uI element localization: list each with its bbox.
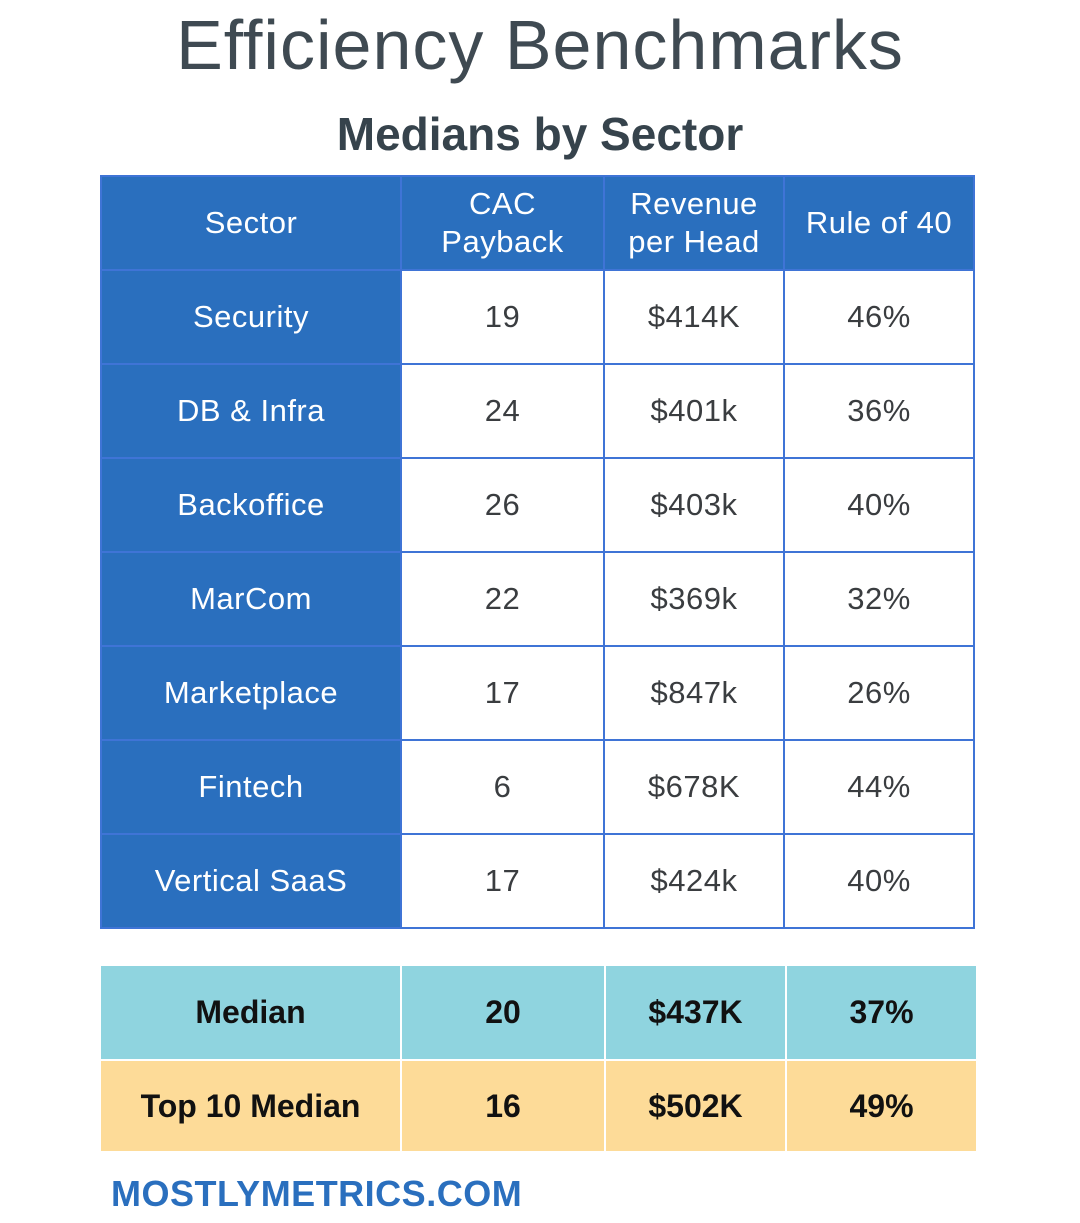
cell-rule-of-40: 32% [783,551,975,647]
top-10-median-row-cell-rule-of-40: 49% [786,1059,976,1151]
cell-revenue-per-head: $403k [603,457,785,553]
table-row: Vertical SaaS 17 $424k 40% [100,833,975,929]
page-subtitle: Medians by Sector [336,108,744,160]
cell-rule-of-40: 26% [783,645,975,741]
table-row: Marketplace 17 $847k 26% [100,645,975,741]
cell-rule-of-40: 46% [783,269,975,365]
cell-sector: Marketplace [100,645,402,741]
table-row: DB & Infra 24 $401k 36% [100,363,975,459]
top-10-median-row-cell-sector: Top 10 Median [101,1059,402,1151]
cell-cac-payback: 24 [400,363,605,459]
cell-sector: Fintech [100,739,402,835]
cell-rule-of-40: 36% [783,363,975,459]
cell-cac-payback: 17 [400,645,605,741]
column-header-sector: Sector [100,175,402,271]
median-row-cell-cac-payback: 20 [401,966,606,1060]
cell-sector: Backoffice [100,457,402,553]
cell-sector: Security [100,269,402,365]
column-header-revenue-per-head: Revenue per Head [603,175,785,271]
table-header-row: Sector CAC Payback Revenue per Head Rule o… [100,175,975,271]
table-body: Security 19 $414K 46% DB & Infra 24 $401k 36% Ba… [100,269,975,929]
column-header-revenue-per-head-label: Revenue per Head [628,186,760,259]
cell-revenue-per-head: $678K [603,739,785,835]
median-row: Median 20 $437K 37% [101,966,976,1060]
table-row: MarCom 22 $369k 32% [100,551,975,647]
cell-cac-payback: 17 [400,833,605,929]
page-title: Efficiency Benchmarks [176,6,904,84]
benchmark-table: Sector CAC Payback Revenue per Head Rule o… [100,175,975,929]
cell-rule-of-40: 40% [783,457,975,553]
top-10-median-row-cell-revenue-per-head: $502K [605,1059,787,1151]
column-header-cac-payback-label: CAC Payback [441,186,564,259]
table-row: Fintech 6 $678K 44% [100,739,975,835]
cell-cac-payback: 22 [400,551,605,647]
column-header-cac-payback: CAC Payback [400,175,605,271]
cell-cac-payback: 19 [400,269,605,365]
column-header-rule-of-40: Rule of 40 [783,175,975,271]
table-row: Backoffice 26 $403k 40% [100,457,975,553]
cell-rule-of-40: 40% [783,833,975,929]
median-row-cell-rule-of-40: 37% [786,966,976,1060]
cell-sector: MarCom [100,551,402,647]
summary-table: Median 20 $437K 37% Top 10 Median 16 $502K 49% [101,966,976,1151]
cell-rule-of-40: 44% [783,739,975,835]
summary-body: Median 20 $437K 37% Top 10 Median 16 $502K 49% [101,966,976,1151]
cell-sector: Vertical SaaS [100,833,402,929]
top-10-median-row-cell-cac-payback: 16 [401,1059,606,1151]
cell-revenue-per-head: $401k [603,363,785,459]
footer-site-link[interactable]: MOSTLYMETRICS.COM [111,1173,523,1214]
cell-revenue-per-head: $424k [603,833,785,929]
table-row: Security 19 $414K 46% [100,269,975,365]
cell-cac-payback: 26 [400,457,605,553]
cell-revenue-per-head: $369k [603,551,785,647]
median-row-cell-revenue-per-head: $437K [605,966,787,1060]
top-10-median-row: Top 10 Median 16 $502K 49% [101,1059,976,1151]
cell-revenue-per-head: $847k [603,645,785,741]
median-row-cell-sector: Median [101,966,402,1060]
cell-cac-payback: 6 [400,739,605,835]
cell-revenue-per-head: $414K [603,269,785,365]
cell-sector: DB & Infra [100,363,402,459]
